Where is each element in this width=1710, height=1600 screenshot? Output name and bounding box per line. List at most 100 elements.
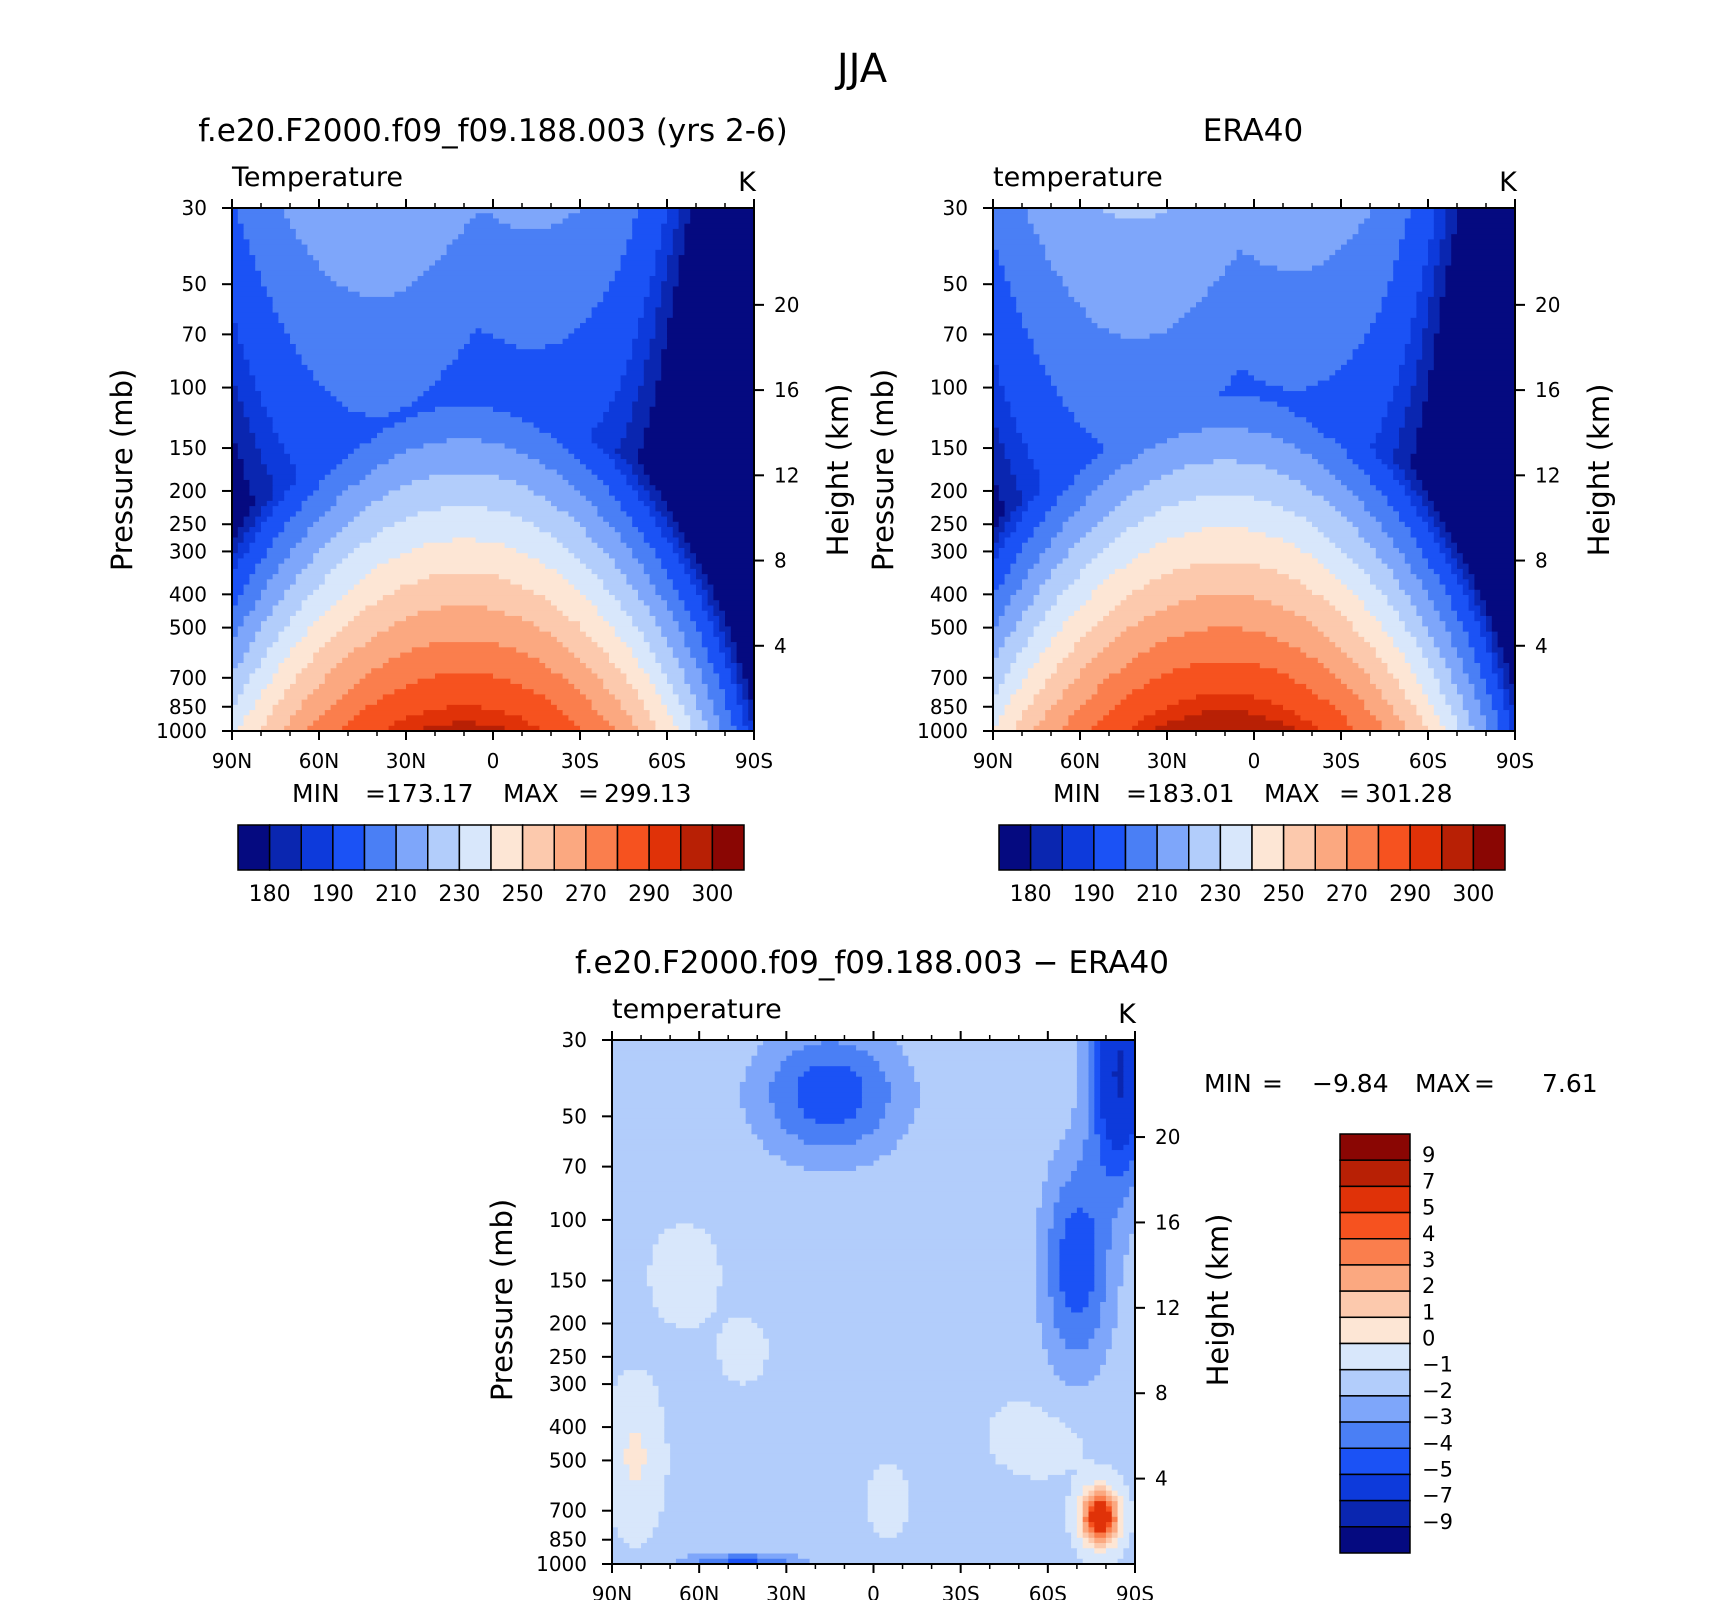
contour-cell [1036, 1302, 1055, 1308]
contour-cell [1480, 621, 1487, 627]
contour-cell [232, 511, 250, 518]
contour-cell [632, 228, 662, 235]
contour-cell [1033, 532, 1058, 539]
contour-cell [348, 553, 401, 560]
contour-cell [667, 255, 680, 261]
contour-cell [646, 1453, 671, 1460]
contour-cell [1076, 1553, 1124, 1560]
contour-cell [643, 500, 656, 507]
contour-cell [632, 584, 656, 591]
contour-cell [1004, 448, 1029, 455]
contour-cell [1016, 589, 1040, 596]
contour-cell [821, 1040, 840, 1046]
contour-cell [748, 704, 754, 711]
contour-cell [1370, 542, 1394, 549]
contour-cell [646, 1459, 671, 1466]
contour-cell [1439, 715, 1458, 722]
contour-cell [993, 511, 1006, 518]
contour-cell [661, 563, 685, 570]
contour-cell [232, 657, 245, 664]
contour-cell [719, 626, 732, 633]
contour-cell [914, 1118, 1072, 1125]
contour-cell [1062, 275, 1220, 282]
contour-cell [672, 689, 691, 695]
contour-cell [993, 401, 1011, 408]
contour-cell [1094, 1228, 1113, 1235]
contour-cell [1123, 1197, 1135, 1204]
contour-cell [649, 574, 668, 580]
contour-cell [993, 213, 1029, 220]
contour-cell [609, 453, 622, 460]
contour-cell [261, 521, 285, 528]
contour-cell [678, 537, 685, 544]
contour-cell [261, 391, 332, 397]
contour-cell [1422, 553, 1446, 560]
contour-cell [591, 312, 645, 319]
contour-cell [266, 652, 291, 659]
colorbar-box [1472, 824, 1506, 871]
contour-cell [591, 636, 622, 643]
contour-cell [672, 532, 685, 539]
contour-cell [995, 1459, 1095, 1466]
contour-cell [1094, 1537, 1107, 1544]
contour-cell [684, 249, 754, 256]
contour-cell [1074, 417, 1307, 424]
contour-cell [411, 647, 517, 654]
contour-cell [232, 506, 250, 512]
contour-cell [591, 600, 622, 607]
contour-cell [661, 699, 680, 706]
contour-cell [993, 343, 1035, 350]
contour-cell [429, 474, 500, 481]
contour-cell [406, 448, 517, 455]
contour-cell [655, 317, 668, 324]
contour-cell [612, 1333, 718, 1340]
contour-cell [429, 265, 622, 272]
contour-cell [539, 657, 581, 664]
contour-cell [1468, 595, 1475, 601]
contour-cell [1352, 521, 1383, 528]
contour-cell [993, 417, 1017, 424]
colorbar-box [1339, 1264, 1411, 1292]
contour-cell [319, 260, 436, 267]
contour-cell [612, 1391, 660, 1397]
contour-cell [649, 291, 662, 298]
contour-cell [232, 448, 239, 455]
contour-cell [1312, 689, 1354, 695]
colorbar-box [1339, 1185, 1411, 1214]
colorbar-box [300, 824, 334, 871]
contour-cell [1381, 527, 1412, 533]
contour-cell [617, 1380, 654, 1387]
contour-cell [1190, 307, 1383, 314]
contour-cell [1027, 213, 1116, 220]
contour-cell [290, 333, 471, 340]
contour-cell [452, 720, 477, 727]
contour-cell [1062, 694, 1093, 701]
contour-cell [614, 631, 645, 638]
contour-cell [1468, 600, 1475, 607]
contour-cell [867, 1480, 909, 1486]
contour-cell [1094, 1060, 1101, 1067]
contour-cell [330, 605, 366, 612]
contour-cell [728, 1317, 753, 1324]
contour-cell [1088, 1097, 1095, 1104]
contour-cell [1381, 689, 1406, 695]
contour-cell [678, 694, 697, 701]
colorbar-box [680, 824, 714, 871]
contour-cell [736, 642, 754, 648]
contour-cell [1027, 506, 1052, 512]
contour-cell [1094, 1260, 1107, 1266]
contour-cell [1094, 1275, 1107, 1282]
contour-cell [1381, 626, 1406, 633]
colorbar-label: 270 [565, 882, 607, 907]
x-tick-label: 90N [592, 1582, 632, 1600]
x-tick-label: 30S [561, 749, 599, 773]
contour-cell [1111, 1516, 1119, 1523]
contour-cell [690, 720, 709, 727]
contour-cell [620, 265, 656, 272]
x-tick-label: 30S [1322, 749, 1360, 773]
contour-cell [661, 532, 674, 539]
contour-cell [620, 699, 645, 706]
contour-cell [879, 1532, 898, 1539]
contour-cell [1335, 370, 1400, 376]
contour-cell [1094, 1129, 1107, 1135]
